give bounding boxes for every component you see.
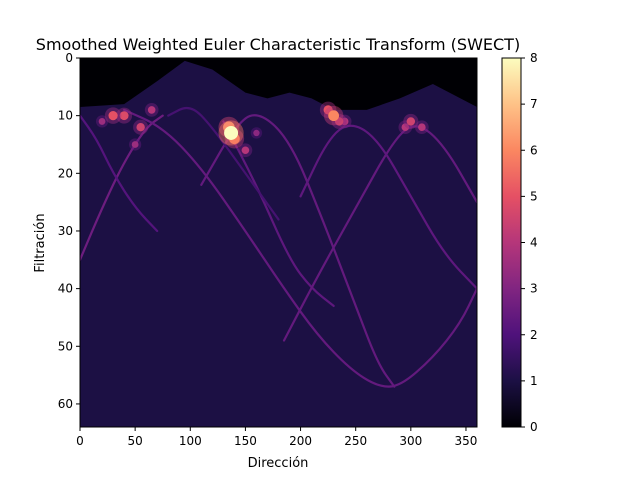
x-tick-label: 100 (179, 434, 202, 448)
x-tick-label: 350 (455, 434, 478, 448)
colorbar-tick-label: 8 (530, 51, 538, 65)
y-tick-label: 40 (58, 282, 73, 296)
y-tick-label: 50 (58, 339, 73, 353)
x-tick-label: 200 (289, 434, 312, 448)
curve-4 (222, 120, 335, 308)
colorbar: 0 1 2 3 4 5 6 7 8 (501, 51, 538, 434)
colorbar-tick-label: 2 (530, 328, 538, 342)
x-axis-label: Dirección (248, 456, 309, 471)
hotspot (401, 123, 410, 131)
colorbar-tick-label: 3 (530, 282, 538, 296)
hotspot (119, 111, 129, 121)
hotspot (253, 129, 260, 137)
colorbar-tick-label: 5 (530, 189, 538, 203)
hotspot (108, 111, 118, 121)
colorbar-tick-label: 1 (530, 374, 538, 388)
curve-3 (200, 114, 396, 388)
colorbar-tick-label: 0 (530, 420, 538, 434)
x-tick-label: 50 (127, 434, 142, 448)
curve-5 (282, 125, 477, 342)
y-tick-label: 10 (58, 109, 73, 123)
colorbar-tick-label: 7 (530, 97, 538, 111)
hotspot (241, 146, 250, 155)
curve-6 (299, 124, 477, 290)
curve-1 (80, 114, 164, 261)
hotspot (418, 123, 426, 131)
zero-value-top-region (80, 58, 477, 110)
x-tick-label: 150 (234, 434, 257, 448)
colorbar-tick-label: 6 (530, 143, 538, 157)
colorbar-tick-label: 4 (530, 236, 538, 250)
curve-layer (80, 106, 477, 388)
x-axis: 0 50 100 150 200 250 300 350 (76, 427, 477, 448)
plot-frame (79, 57, 478, 428)
hotspot-layer (95, 101, 429, 158)
curve-8 (167, 106, 280, 221)
y-axis-label: Filtración (33, 213, 48, 272)
hotspot (328, 110, 340, 122)
y-tick-label: 20 (58, 166, 73, 180)
hotspot (406, 117, 416, 126)
y-tick-label: 0 (65, 51, 73, 65)
x-tick-label: 0 (76, 434, 84, 448)
x-tick-label: 250 (344, 434, 367, 448)
y-tick-label: 60 (58, 397, 73, 411)
hotspot (136, 122, 145, 132)
chart-title: Smoothed Weighted Euler Characteristic T… (36, 35, 520, 54)
curve-7 (80, 114, 159, 233)
hotspot (147, 106, 156, 114)
y-tick-label: 30 (58, 224, 73, 238)
heatmap-plot-area (80, 58, 477, 427)
colorbar-gradient (502, 58, 521, 427)
hotspot (224, 125, 239, 140)
colorbar-ticks: 0 1 2 3 4 5 6 7 8 (521, 51, 538, 434)
y-axis: 0 10 20 30 40 50 60 (58, 51, 80, 411)
hotspot (131, 141, 139, 148)
hotspot (98, 118, 106, 125)
x-tick-label: 300 (399, 434, 422, 448)
